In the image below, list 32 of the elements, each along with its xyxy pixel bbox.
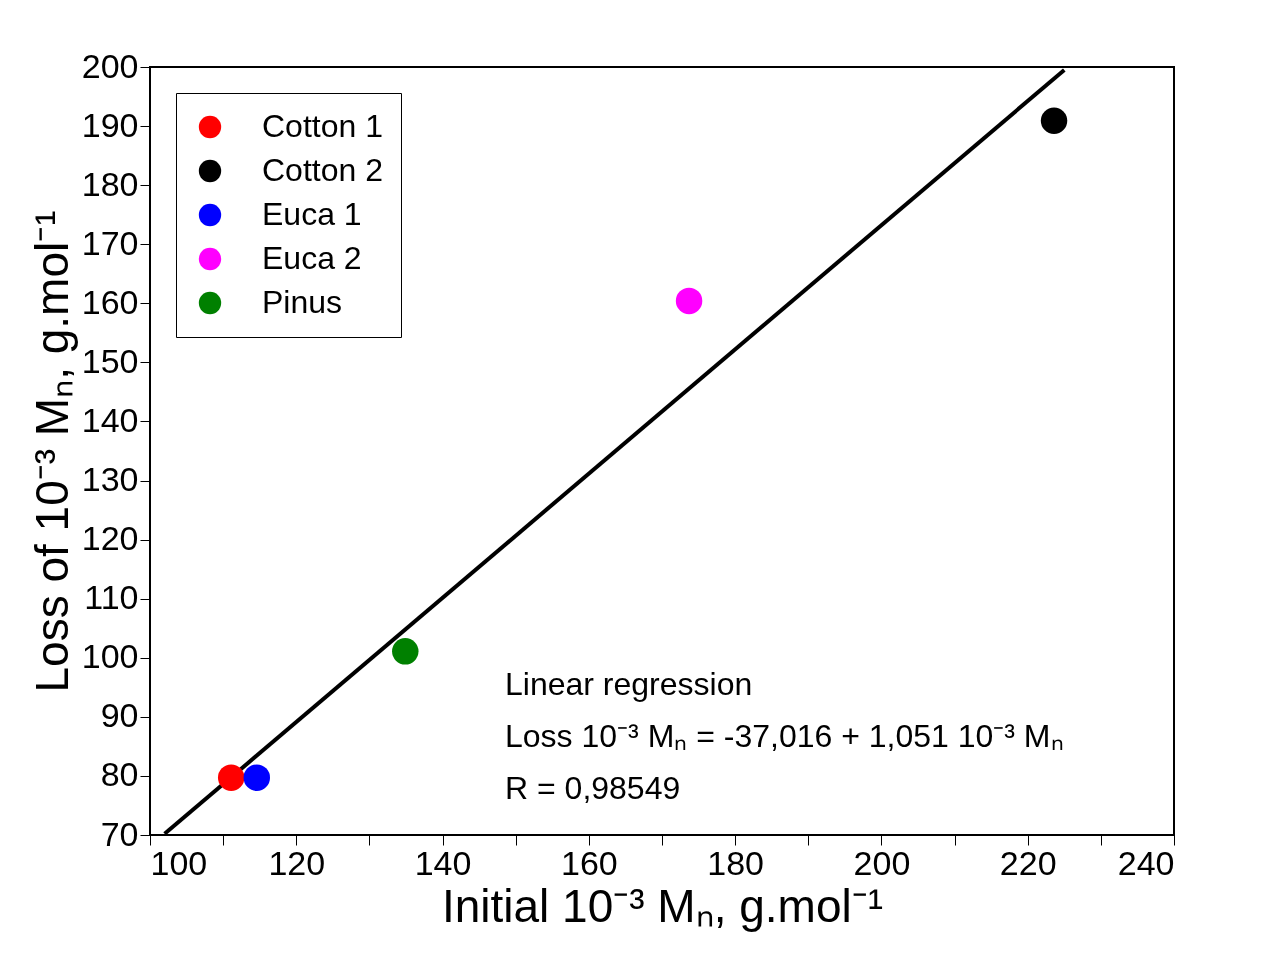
x-tick-label: 220	[999, 843, 1057, 882]
y-tick-label: 180	[81, 164, 139, 203]
y-tick-label: 80	[100, 755, 139, 794]
annotation: Loss 10⁻³ Mₙ = -37,016 + 1,051 10⁻³ Mₙ	[505, 718, 1064, 754]
y-tick-label: 110	[84, 578, 139, 617]
y-tick-label: 120	[81, 519, 139, 558]
x-axis-title: Initial 10⁻³ Mₙ, g.mol⁻¹	[441, 879, 884, 932]
y-tick-label: 150	[81, 341, 139, 380]
x-tick-label: 140	[414, 843, 472, 882]
y-tick-label: 160	[81, 282, 139, 321]
y-tick-label: 170	[81, 223, 139, 262]
y-tick-label: 190	[81, 105, 139, 144]
x-tick-label: 160	[560, 843, 618, 882]
x-tick-label: 100	[150, 843, 208, 882]
legend-label: Euca 2	[262, 240, 362, 276]
y-tick-label: 200	[81, 46, 139, 85]
x-tick-label: 180	[707, 843, 765, 882]
legend-label: Cotton 2	[262, 152, 383, 188]
annotation: Linear regression	[505, 666, 753, 702]
legend-label: Cotton 1	[262, 108, 383, 144]
x-tick-label: 200	[853, 843, 911, 882]
legend-label: Pinus	[262, 284, 343, 320]
y-axis-title: Loss of 10⁻³ Mₙ, g.mol⁻¹	[25, 210, 78, 693]
x-tick-label: 240	[1117, 843, 1175, 882]
x-tick-label: 120	[268, 843, 326, 882]
y-tick-label: 70	[100, 814, 139, 853]
y-tick-label: 90	[100, 696, 139, 735]
legend-label: Euca 1	[262, 196, 362, 232]
y-tick-label: 130	[81, 460, 139, 499]
annotation: R = 0,98549	[505, 770, 681, 806]
y-tick-label: 100	[81, 637, 139, 676]
y-tick-label: 140	[81, 400, 139, 439]
